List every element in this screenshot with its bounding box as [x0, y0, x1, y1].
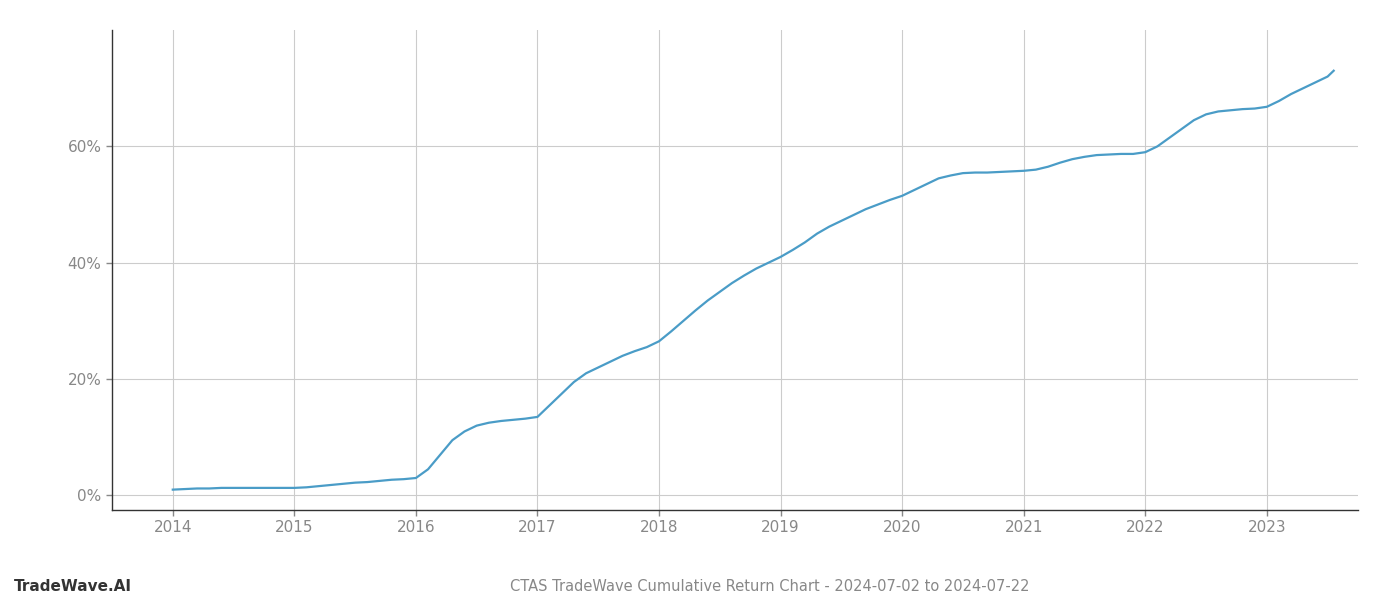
Text: CTAS TradeWave Cumulative Return Chart - 2024-07-02 to 2024-07-22: CTAS TradeWave Cumulative Return Chart -… [510, 579, 1030, 594]
Text: TradeWave.AI: TradeWave.AI [14, 579, 132, 594]
